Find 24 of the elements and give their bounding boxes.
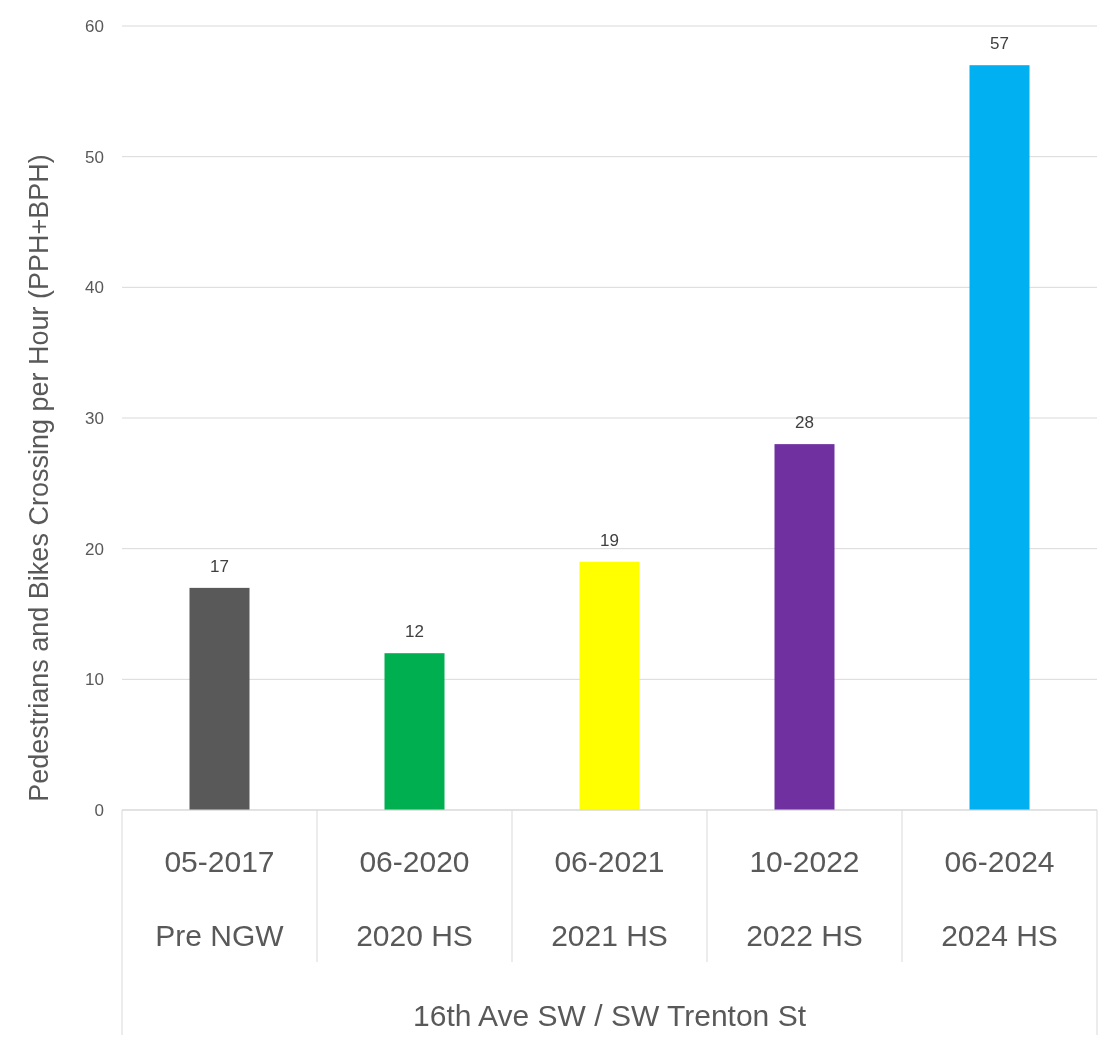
data-label: 19 <box>600 530 619 550</box>
category-label: 06-2024 2024 HS <box>941 845 1058 952</box>
data-label: 57 <box>990 34 1009 54</box>
category-label: 10-2022 2022 HS <box>746 845 863 952</box>
y-tick-label: 30 <box>85 408 104 428</box>
bar <box>579 561 640 810</box>
text: 16th Ave SW / SW Trenton St <box>413 999 807 1032</box>
bar <box>189 587 250 810</box>
data-label: 12 <box>405 622 424 642</box>
data-label: 28 <box>795 413 814 433</box>
bar <box>384 653 445 810</box>
y-tick-label: 40 <box>85 278 104 298</box>
category-label: 06-2021 2021 HS <box>551 845 668 952</box>
category-label: 05-2017 Pre NGW <box>155 845 284 952</box>
bar <box>774 444 835 810</box>
y-tick-label: 0 <box>94 800 104 820</box>
y-tick-label: 60 <box>85 16 104 36</box>
category-label: 06-2020 2020 HS <box>356 845 473 952</box>
y-axis-title: Pedestrians and Bikes Crossing per Hour (PPH+BPH) <box>24 154 54 802</box>
bar <box>969 65 1030 810</box>
y-tick-label: 10 <box>85 670 104 690</box>
y-tick-label: 20 <box>85 539 104 559</box>
y-tick-label: 50 <box>85 147 104 167</box>
data-label: 17 <box>210 556 229 576</box>
